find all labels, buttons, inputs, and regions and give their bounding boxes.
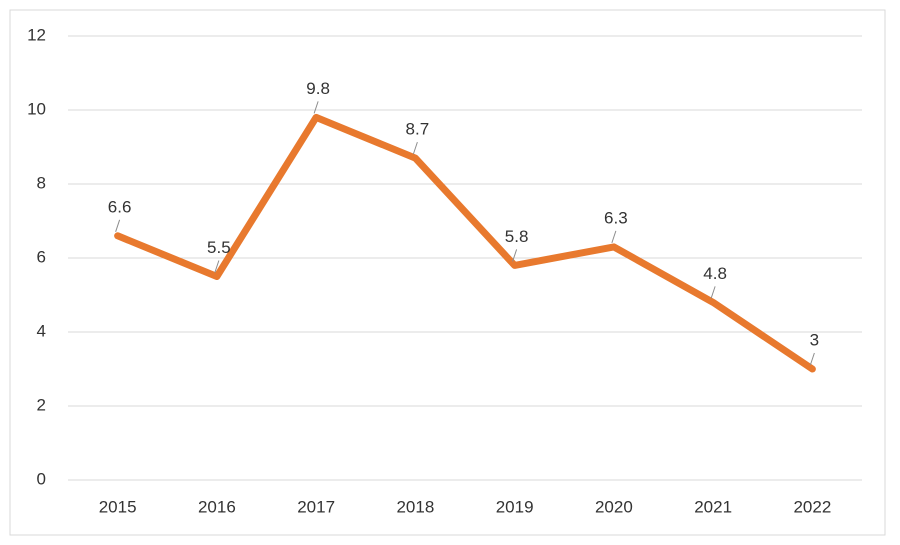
y-tick-label: 6	[37, 247, 46, 266]
label-leader	[611, 230, 617, 244]
data-label: 8.7	[406, 120, 430, 139]
data-label: 6.6	[108, 197, 132, 216]
data-label: 3	[810, 330, 819, 349]
x-tick-label: 2015	[99, 497, 137, 516]
label-leader	[214, 260, 220, 273]
x-tick-label: 2016	[198, 497, 236, 516]
data-label: 6.3	[604, 208, 628, 227]
label-leader	[115, 219, 121, 232]
data-label: 5.8	[505, 227, 529, 246]
label-leader	[313, 101, 319, 114]
label-leader	[710, 286, 716, 299]
x-tick-label: 2022	[793, 497, 831, 516]
x-tick-label: 2021	[694, 497, 732, 516]
y-tick-label: 0	[37, 469, 46, 488]
data-label: 9.8	[306, 79, 330, 98]
data-line	[114, 113, 816, 373]
y-tick-label: 4	[37, 321, 46, 340]
y-tick-label: 12	[27, 25, 46, 44]
chart-frame	[9, 9, 886, 536]
data-label: 5.5	[207, 238, 231, 257]
x-tick-label: 2018	[396, 497, 434, 516]
y-tick-label: 8	[37, 173, 46, 192]
x-tick-label: 2020	[595, 497, 633, 516]
data-label: 4.8	[703, 264, 727, 283]
x-tick-label: 2017	[297, 497, 335, 516]
y-tick-label: 2	[37, 395, 46, 414]
x-tick-label: 2019	[496, 497, 534, 516]
y-tick-label: 10	[27, 99, 46, 118]
label-leader	[512, 249, 518, 262]
label-leader	[809, 352, 815, 366]
label-leader	[412, 141, 418, 155]
